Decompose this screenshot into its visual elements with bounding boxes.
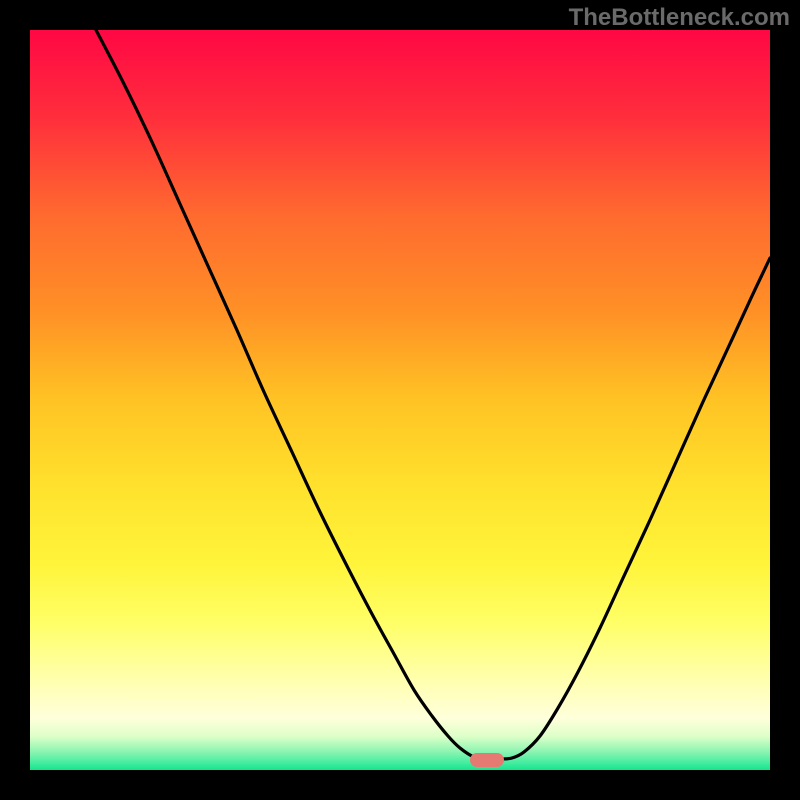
- bottleneck-chart: [0, 0, 800, 800]
- plot-background: [30, 30, 770, 770]
- watermark-label: TheBottleneck.com: [569, 4, 790, 32]
- border-bottom: [0, 770, 800, 800]
- border-left: [0, 0, 30, 800]
- optimal-marker: [470, 753, 504, 767]
- chart-container: TheBottleneck.com: [0, 0, 800, 800]
- border-right: [770, 0, 800, 800]
